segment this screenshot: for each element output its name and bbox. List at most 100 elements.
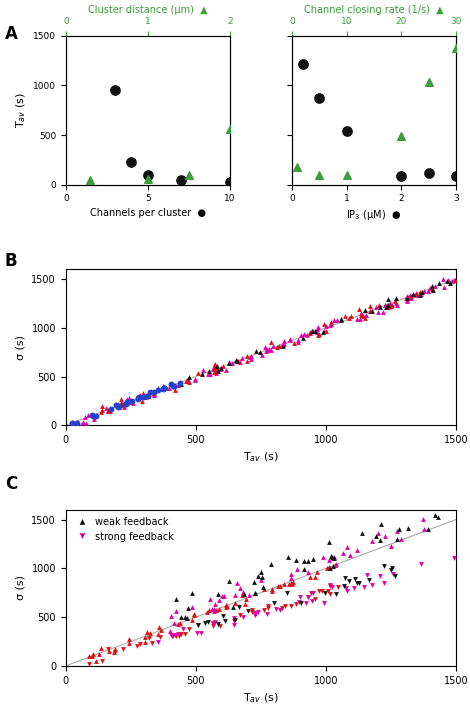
Point — [258, 566, 265, 578]
Point — [95, 648, 103, 659]
Point — [230, 616, 237, 627]
Point — [388, 564, 395, 576]
Y-axis label: σ (s): σ (s) — [16, 576, 26, 600]
Point — [265, 344, 273, 355]
X-axis label: T$_{av}$ (s): T$_{av}$ (s) — [243, 450, 279, 464]
Point — [210, 367, 218, 378]
Point — [218, 362, 225, 374]
Point — [330, 551, 337, 563]
Point — [198, 368, 206, 379]
Point — [118, 398, 126, 410]
Point — [167, 378, 175, 390]
Point — [265, 602, 272, 614]
Point — [425, 168, 432, 179]
Point — [211, 360, 218, 372]
Point — [129, 397, 136, 408]
Point — [144, 169, 151, 180]
Point — [247, 350, 255, 362]
Point — [429, 283, 436, 294]
Point — [280, 335, 288, 347]
Point — [85, 659, 93, 670]
Point — [379, 306, 387, 317]
Point — [299, 58, 307, 69]
Point — [171, 630, 179, 642]
Point — [120, 402, 127, 413]
Point — [211, 603, 218, 614]
Point — [112, 400, 120, 411]
Point — [159, 383, 167, 395]
Point — [99, 404, 106, 415]
Point — [180, 623, 187, 634]
Point — [92, 409, 100, 420]
Point — [388, 299, 395, 311]
Point — [251, 609, 258, 621]
Point — [182, 611, 189, 623]
Point — [270, 597, 277, 609]
Point — [206, 368, 214, 379]
Point — [276, 580, 284, 591]
Point — [81, 412, 88, 423]
Point — [294, 336, 302, 347]
Point — [123, 394, 131, 405]
Point — [374, 306, 382, 318]
Point — [188, 587, 196, 599]
Point — [451, 553, 458, 564]
Point — [122, 398, 129, 410]
Point — [237, 356, 244, 367]
Y-axis label: T$_{av}$ (s): T$_{av}$ (s) — [14, 92, 28, 128]
Point — [122, 398, 129, 410]
Point — [241, 598, 249, 609]
Point — [176, 377, 184, 389]
Point — [183, 375, 190, 387]
Point — [330, 552, 338, 563]
Point — [389, 562, 396, 574]
Point — [287, 568, 294, 579]
Point — [393, 525, 401, 536]
Point — [167, 610, 174, 621]
Point — [226, 357, 233, 368]
Point — [226, 176, 234, 188]
Point — [234, 355, 241, 367]
Point — [125, 633, 133, 644]
Point — [294, 334, 302, 345]
Point — [380, 577, 388, 589]
Point — [404, 290, 411, 301]
Point — [352, 573, 359, 584]
Point — [434, 511, 441, 523]
Point — [119, 644, 126, 655]
Point — [366, 306, 373, 317]
Point — [288, 601, 295, 612]
Point — [304, 566, 312, 578]
Point — [308, 595, 315, 606]
Point — [314, 329, 321, 341]
Point — [382, 300, 389, 311]
Point — [115, 398, 122, 410]
Point — [252, 587, 259, 599]
Point — [357, 307, 365, 319]
Point — [149, 637, 156, 649]
Point — [247, 353, 255, 364]
Point — [183, 374, 190, 386]
Point — [90, 413, 98, 425]
Point — [161, 382, 168, 394]
Point — [110, 647, 118, 658]
Point — [362, 309, 369, 321]
Point — [320, 598, 328, 609]
Point — [139, 387, 147, 399]
Point — [353, 314, 360, 325]
Point — [123, 396, 131, 407]
Point — [222, 364, 230, 375]
Point — [174, 628, 182, 639]
Point — [343, 583, 350, 594]
Point — [392, 292, 400, 304]
Point — [257, 574, 265, 586]
Point — [239, 611, 247, 623]
Point — [107, 403, 114, 415]
Point — [334, 314, 341, 326]
Point — [208, 604, 216, 615]
Point — [397, 533, 405, 545]
Point — [440, 281, 447, 293]
Point — [425, 77, 432, 88]
Point — [344, 541, 351, 553]
Point — [332, 588, 340, 599]
